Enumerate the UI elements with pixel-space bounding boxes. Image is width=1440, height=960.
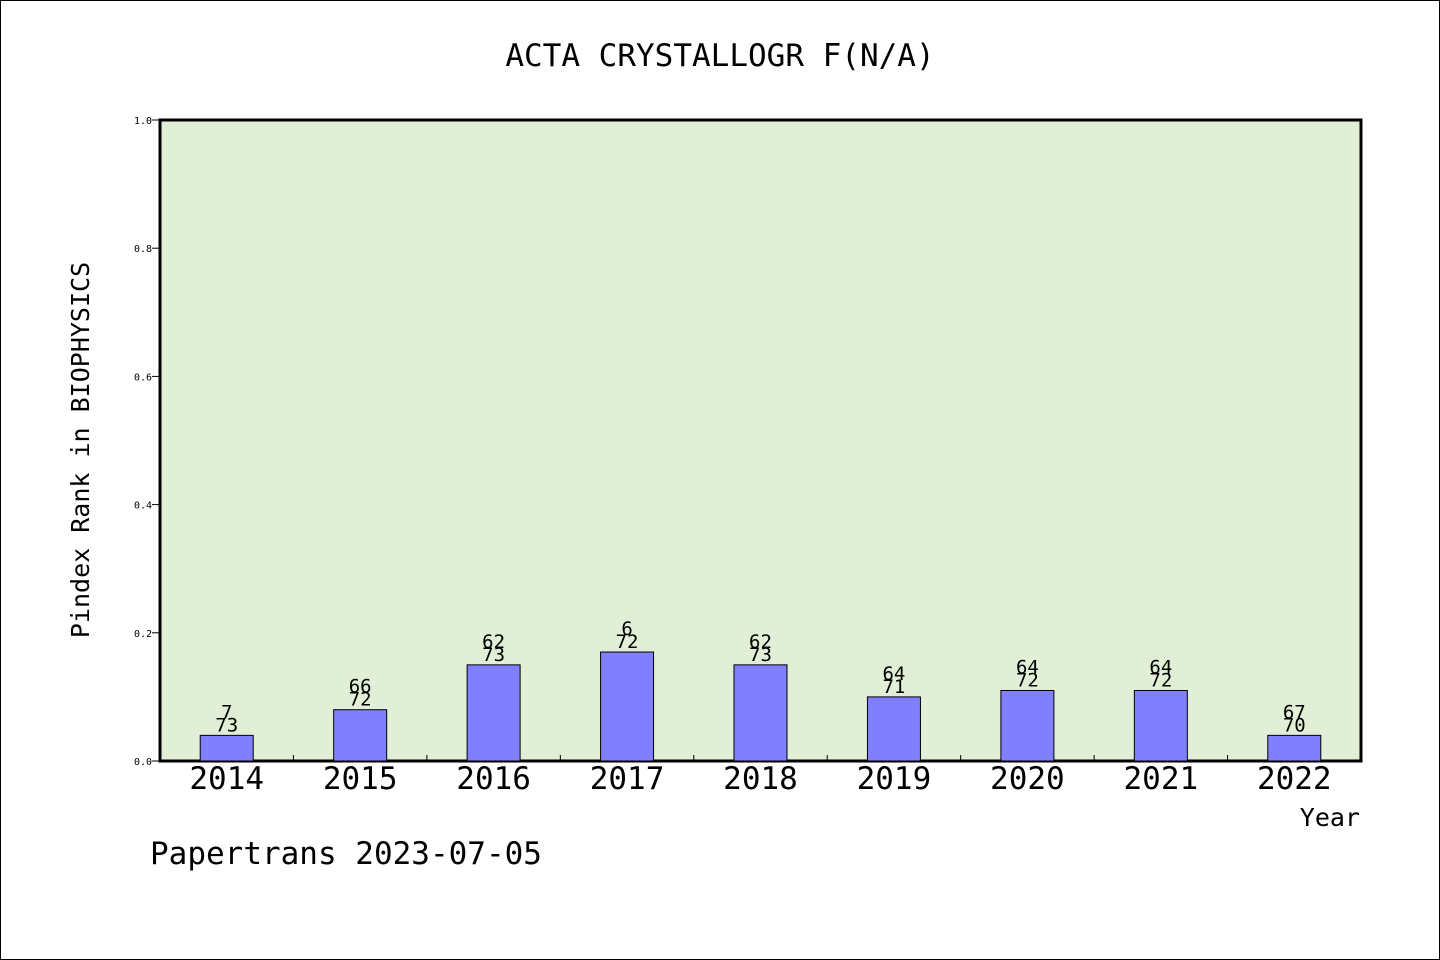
bar-rank-label: 62 xyxy=(749,631,772,653)
bar-rank-label: 67 xyxy=(1283,701,1306,723)
bar-total-label: 73 xyxy=(749,644,772,666)
plot-area xyxy=(158,118,1363,763)
bar-rank-label: 64 xyxy=(1149,656,1172,678)
bar-rank-label: 64 xyxy=(1016,656,1039,678)
x-tick-label: 2019 xyxy=(857,761,932,797)
x-tick-label: 2015 xyxy=(323,761,398,797)
bar-2022 xyxy=(1267,734,1322,762)
bar-total-label: 72 xyxy=(616,631,639,653)
x-tick-label: 2020 xyxy=(990,761,1065,797)
bar-total-label: 70 xyxy=(1283,714,1306,736)
bar-rank-label: 66 xyxy=(349,676,372,698)
bar-rank-label: 64 xyxy=(882,663,905,685)
bar-2017 xyxy=(600,651,655,762)
y-tick-label: 0.2 xyxy=(134,629,152,640)
y-axis-label: Pindex Rank in BIOPHYSICS xyxy=(66,262,95,638)
bar-rank-label: 7 xyxy=(221,701,232,723)
bar-2018 xyxy=(733,664,788,762)
bar-total-label: 73 xyxy=(215,714,238,736)
bar-2014 xyxy=(199,734,254,762)
bar-2021 xyxy=(1133,689,1188,762)
bar-total-label: 73 xyxy=(482,644,505,666)
y-tick-label: 0.6 xyxy=(134,372,152,383)
bar-series xyxy=(199,651,1322,762)
x-tick-label: 2017 xyxy=(590,761,665,797)
bar-rank-label: 62 xyxy=(482,631,505,653)
x-tick-label: 2022 xyxy=(1257,761,1332,797)
bar-total-label: 72 xyxy=(349,689,372,711)
bar-total-label: 71 xyxy=(882,676,905,698)
y-tick-label: 0.0 xyxy=(134,757,152,768)
x-tick-label: 2016 xyxy=(456,761,531,797)
x-tick-label: 2018 xyxy=(723,761,798,797)
x-axis xyxy=(292,755,1229,761)
bar-2015 xyxy=(333,709,388,762)
bar-2019 xyxy=(866,696,921,762)
x-axis-label: Year xyxy=(1300,803,1360,832)
chart-title: ACTA CRYSTALLOGR F(N/A) xyxy=(505,38,934,74)
y-axis: 0.0 0.2 0.4 0.6 0.8 1.0 xyxy=(134,116,160,768)
bar-total-label: 72 xyxy=(1149,669,1172,691)
x-tick-label: 2014 xyxy=(189,761,264,797)
x-tick-label: 2021 xyxy=(1124,761,1199,797)
y-tick-label: 0.8 xyxy=(134,244,152,255)
bar-rank-label: 6 xyxy=(621,618,632,640)
y-tick-label: 0.4 xyxy=(134,501,152,512)
bar-total-label: 72 xyxy=(1016,669,1039,691)
bar-2016 xyxy=(466,664,521,762)
footer-credit: Papertrans 2023-07-05 xyxy=(150,836,542,872)
x-tick-labels: 2014 2015 2016 2017 2018 2019 2020 2021 2022 xyxy=(189,761,1331,797)
bar-2020 xyxy=(1000,689,1055,762)
y-tick-label: 1.0 xyxy=(134,116,152,127)
